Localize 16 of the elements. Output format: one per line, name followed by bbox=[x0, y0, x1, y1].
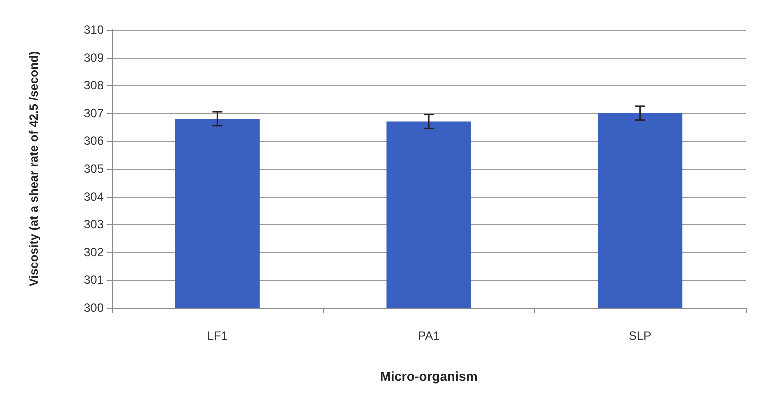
y-tick-label: 305 bbox=[84, 162, 104, 176]
y-tick-label: 302 bbox=[84, 245, 104, 260]
y-axis-title: Viscosity (at a shear rate of 42.5 /second) bbox=[27, 51, 41, 287]
y-tick-label: 304 bbox=[84, 190, 104, 204]
y-tick-label: 308 bbox=[84, 78, 104, 93]
y-tick-label: 303 bbox=[84, 218, 104, 232]
y-tick-label: 300 bbox=[84, 301, 104, 315]
x-axis-title: Micro-organism bbox=[380, 369, 478, 384]
y-tick-label: 306 bbox=[84, 134, 104, 148]
x-tick-label: PA1 bbox=[418, 329, 440, 343]
y-tick-label: 301 bbox=[84, 273, 104, 288]
y-tick-label: 309 bbox=[84, 50, 104, 65]
y-tick-label: 310 bbox=[84, 23, 104, 37]
x-tick-label: LF1 bbox=[207, 329, 228, 343]
y-tick-label: 307 bbox=[84, 106, 104, 120]
x-tick-label: SLP bbox=[628, 329, 652, 343]
